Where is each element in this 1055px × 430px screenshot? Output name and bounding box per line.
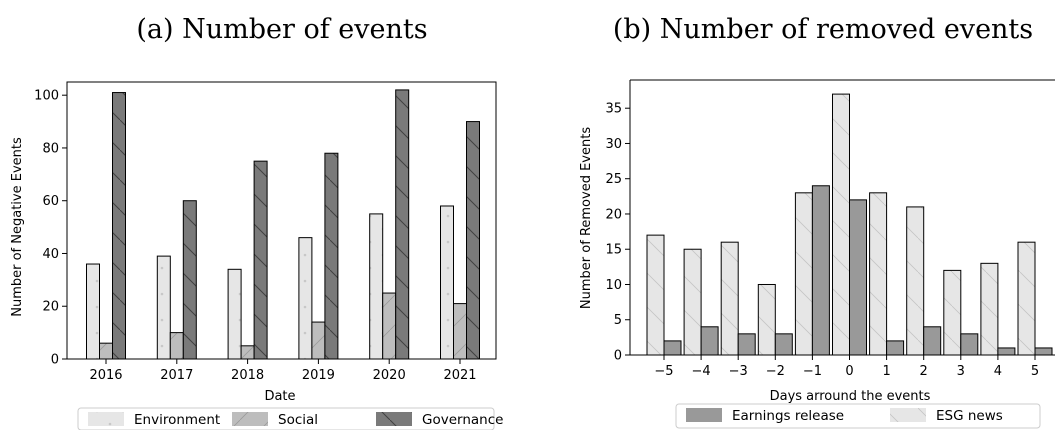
chart-b-ylabel: Number of Removed Events (579, 127, 594, 309)
chart-a-ytick-label: 60 (42, 194, 59, 209)
chart-a-xtick-label: 2017 (160, 368, 193, 383)
chart-a-legend-label: Social (278, 412, 318, 428)
chart-b-ytick-label: 15 (605, 243, 622, 258)
chart-a: (a) Number of events 0 20 40 60 80 100 2016 201… (10, 14, 503, 430)
chart-b-bar (832, 93, 850, 356)
chart-b-bar (980, 262, 999, 356)
chart-b-legend-entry: ESG news (890, 408, 1003, 424)
chart-b-legend-box (675, 403, 1041, 429)
chart-b-ytick-label: 5 (614, 313, 622, 328)
chart-b-bar (737, 333, 756, 356)
chart-a-frame (66, 81, 497, 360)
chart-a-bar (369, 213, 384, 360)
chart-b-bar (757, 283, 776, 356)
chart-b-xtick-label: 1 (882, 364, 890, 379)
chart-a-bar (440, 205, 454, 360)
chart-b-bar (960, 333, 979, 356)
chart-b-xtick-label: 4 (994, 364, 1002, 379)
chart-a-legend-label: Environment (134, 412, 220, 428)
chart-a-xtick-label: 2020 (373, 368, 406, 383)
chart-a-title: (a) Number of events (136, 14, 427, 45)
chart-a-bar (99, 342, 113, 360)
chart-a-ytick-label: 100 (34, 89, 59, 104)
chart-a-bar (156, 255, 171, 360)
chart-b-ytick-label: 25 (605, 172, 622, 187)
chart-b-xtick-label: −4 (692, 364, 711, 379)
chart-a-ytick-label: 0 (51, 353, 59, 368)
chart-b-xtick-label: 0 (845, 364, 853, 379)
chart-b-bar (794, 192, 813, 356)
chart-b-bar (997, 347, 1016, 356)
chart-b-bar (923, 326, 942, 356)
chart-a-legend-entry: Social (232, 412, 318, 428)
chart-a-ytick-label: 80 (42, 141, 59, 156)
chart-a-xtick-label: 2018 (231, 368, 264, 383)
chart-a-legend: Environment Social Governance (77, 407, 503, 430)
chart-b-bar (683, 248, 702, 356)
chart-b-legend-label: ESG news (936, 408, 1003, 424)
chart-b-bar (906, 206, 925, 356)
chart-a-legend-entry: Governance (376, 412, 503, 428)
chart-b-xtick-label: 2 (920, 364, 928, 379)
chart-a-bar (298, 237, 313, 360)
chart-a-xtick-label: 2021 (443, 368, 476, 383)
chart-b-bar (869, 192, 888, 356)
chart-b-bar (774, 333, 793, 356)
chart-b-ytick-label: 10 (605, 278, 622, 293)
chart-b-xtick-label: 3 (957, 364, 965, 379)
chart-a-xlabel: Date (264, 389, 295, 404)
chart-b-xtick-label: −2 (766, 364, 785, 379)
chart-a-bar (86, 263, 100, 360)
chart-b-bar (1017, 241, 1036, 356)
chart-b-bar (1034, 347, 1053, 356)
chart-a-bar (169, 332, 184, 360)
chart-b-bar (943, 269, 962, 356)
chart-b-xtick-label: −3 (729, 364, 748, 379)
chart-b-bar (700, 326, 719, 356)
chart-b-xlabel: Days arround the events (770, 389, 931, 404)
chart-a-bar (466, 121, 480, 360)
chart-a-bar (227, 268, 242, 360)
chart-a-bar (453, 303, 467, 360)
chart-b-bar (663, 340, 682, 356)
chart-a-bar (182, 200, 197, 360)
chart-b-bar (646, 234, 665, 356)
chart-b-bar (886, 340, 905, 356)
chart-a-bar (395, 89, 410, 360)
chart-a-bar (253, 160, 268, 360)
chart-b-ytick-label: 0 (614, 349, 622, 364)
chart-b-bar (811, 185, 830, 356)
chart-b-legend: Earnings release ESG news (675, 403, 1041, 429)
chart-b-ytick-label: 20 (605, 207, 622, 222)
chart-a-bar (382, 292, 397, 360)
chart-b: (b) Number of removed events 05101520253… (579, 14, 1055, 429)
chart-b-ytick-label: 30 (605, 137, 622, 152)
chart-b-legend-entry: Earnings release (686, 408, 844, 424)
chart-b-xtick-label: −1 (803, 364, 822, 379)
chart-a-xtick-label: 2019 (302, 368, 335, 383)
chart-a-ylabel: Number of Negative Events (10, 137, 25, 317)
chart-b-xtick-label: 5 (1031, 364, 1039, 379)
chart-b-bar (720, 241, 739, 356)
chart-b-title: (b) Number of removed events (613, 14, 1033, 45)
chart-a-ytick-label: 20 (42, 300, 59, 315)
chart-a-ytick-label: 40 (42, 247, 59, 262)
chart-a-bar (240, 345, 255, 360)
chart-a-bar (311, 321, 326, 360)
chart-b-ytick-label: 35 (605, 102, 622, 117)
chart-a-bar (112, 92, 126, 360)
chart-a-legend-label: Governance (422, 412, 503, 428)
chart-b-xtick-label: −5 (654, 364, 673, 379)
chart-a-legend-entry: Environment (88, 412, 220, 428)
chart-b-bar (849, 199, 867, 356)
chart-a-xtick-label: 2016 (89, 368, 122, 383)
chart-b-legend-label: Earnings release (732, 408, 844, 424)
chart-a-bar (324, 152, 339, 360)
